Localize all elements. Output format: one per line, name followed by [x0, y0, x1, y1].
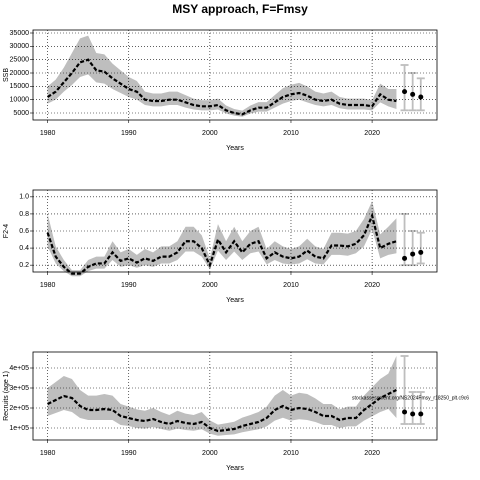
x-tick-label: 2010 — [283, 450, 299, 457]
x-tick-label: 1990 — [121, 130, 137, 137]
x-tick-label: 2010 — [283, 282, 299, 289]
panel: 1980 1990 2000 2010 2020 0.2 0.4 0.6 0.8 1.0 Years… — [3, 189, 438, 304]
confidence-band — [47, 356, 397, 436]
estimate-line — [47, 389, 397, 433]
y-tick-label: 1e+05 — [9, 425, 29, 432]
y-tick-label: 0.2 — [19, 262, 29, 269]
y-tick-label: 10000 — [10, 97, 30, 104]
x-tick-label: 2000 — [202, 282, 218, 289]
y-tick-label: 25000 — [10, 57, 30, 64]
y-axis-label: F2-4 — [3, 224, 10, 239]
y-tick-label: 2e+05 — [9, 405, 29, 412]
x-axis-label: Years — [226, 465, 244, 472]
projection-point — [402, 409, 408, 415]
panel: 1980 1990 2000 2010 2020 5000 10000 15000 20000 2… — [3, 29, 438, 152]
confidence-band — [47, 201, 397, 277]
estimate-line — [46, 212, 397, 275]
projection-point — [418, 249, 424, 255]
projection-point — [418, 94, 424, 100]
x-tick-label: 1980 — [40, 450, 56, 457]
plot-frame — [32, 189, 438, 273]
x-axis-label: Years — [226, 297, 244, 304]
y-tick-label: 15000 — [10, 83, 30, 90]
projection-point — [410, 251, 416, 257]
x-tick-label: 1990 — [121, 450, 137, 457]
projection-point — [402, 89, 408, 95]
plot-frame — [32, 29, 438, 121]
y-tick-label: 1.0 — [19, 194, 29, 201]
x-tick-label: 1980 — [40, 130, 56, 137]
y-axis-label: SSB — [3, 68, 10, 82]
figure-title: MSY approach, F=Fmsy — [172, 2, 308, 16]
x-tick-label: 2020 — [364, 450, 380, 457]
y-tick-label: 30000 — [10, 43, 30, 50]
y-tick-label: 35000 — [10, 30, 30, 37]
y-axis-label: Recruits (age 1) — [3, 371, 10, 421]
x-axis-label: Years — [226, 145, 244, 152]
projection-point — [410, 91, 416, 97]
y-tick-label: 3e+05 — [9, 385, 29, 392]
x-tick-label: 1980 — [40, 282, 56, 289]
annotation: stockassessment.org/NS2024Fmsy_r18250_pl… — [352, 395, 469, 401]
y-tick-label: 20000 — [10, 70, 30, 77]
x-tick-label: 2000 — [202, 130, 218, 137]
x-tick-label: 2020 — [364, 282, 380, 289]
y-tick-label: 0.6 — [19, 228, 29, 235]
projection-point — [418, 411, 424, 417]
plot-frame — [32, 351, 438, 441]
projection-point — [402, 255, 408, 261]
projection-point — [410, 411, 416, 417]
x-tick-label: 2020 — [364, 130, 380, 137]
y-tick-label: 5000 — [13, 110, 29, 117]
x-tick-label: 1990 — [121, 282, 137, 289]
x-tick-label: 2000 — [202, 450, 218, 457]
panel: 1980 1990 2000 2010 2020 1e+05 2e+05 3e+05 4e+05… — [3, 351, 469, 472]
y-tick-label: 4e+05 — [9, 365, 29, 372]
x-tick-label: 2010 — [283, 130, 299, 137]
y-tick-label: 0.4 — [19, 245, 29, 252]
y-tick-label: 0.8 — [19, 211, 29, 218]
